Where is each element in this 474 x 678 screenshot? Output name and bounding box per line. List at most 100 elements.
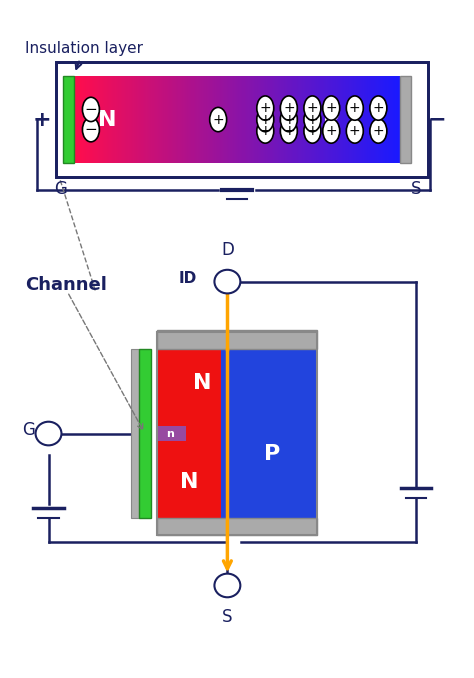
Bar	[157, 518, 317, 535]
Bar	[292, 76, 294, 163]
Bar	[378, 76, 380, 163]
Bar	[200, 76, 202, 163]
Bar	[130, 76, 131, 163]
Bar	[392, 76, 393, 163]
Bar	[196, 76, 197, 163]
Bar	[142, 76, 143, 163]
Bar	[366, 76, 367, 163]
Bar	[374, 76, 375, 163]
Bar	[233, 76, 234, 163]
Bar	[192, 76, 194, 163]
Text: N: N	[98, 110, 117, 129]
Bar	[343, 76, 345, 163]
Bar	[344, 76, 346, 163]
Bar	[131, 76, 132, 163]
Bar	[157, 330, 317, 349]
Bar	[295, 76, 297, 163]
Bar	[188, 76, 190, 163]
Bar	[63, 76, 74, 163]
Bar	[285, 76, 286, 163]
Bar	[175, 76, 177, 163]
Bar	[198, 76, 200, 163]
Bar	[95, 76, 97, 163]
Bar	[323, 76, 324, 163]
Bar	[157, 76, 158, 163]
Bar	[236, 76, 237, 163]
Circle shape	[210, 107, 227, 132]
Bar	[382, 76, 384, 163]
Bar	[170, 76, 172, 163]
Bar	[267, 76, 269, 163]
Bar	[328, 76, 329, 163]
Text: +: +	[32, 110, 51, 129]
Bar	[86, 76, 88, 163]
Bar	[294, 76, 296, 163]
Bar	[276, 76, 278, 163]
Text: −: −	[84, 102, 97, 117]
Text: +: +	[259, 113, 271, 127]
Bar	[277, 76, 279, 163]
Bar	[224, 76, 226, 163]
Bar	[222, 76, 223, 163]
Bar	[197, 76, 199, 163]
Bar	[125, 76, 127, 163]
Bar	[232, 76, 233, 163]
Bar	[177, 76, 179, 163]
Bar	[211, 76, 212, 163]
Circle shape	[82, 117, 100, 142]
Bar	[351, 76, 352, 163]
Bar	[151, 76, 153, 163]
Text: ID: ID	[179, 271, 197, 285]
Text: G: G	[22, 421, 35, 439]
Bar	[121, 76, 123, 163]
Bar	[155, 76, 156, 163]
Bar	[108, 76, 109, 163]
Bar	[306, 76, 308, 163]
Text: +: +	[349, 124, 361, 138]
Circle shape	[346, 119, 363, 143]
Bar	[334, 76, 335, 163]
Bar	[319, 76, 321, 163]
Text: +: +	[373, 101, 384, 115]
Bar	[370, 76, 372, 163]
Bar	[361, 76, 362, 163]
Bar	[368, 76, 370, 163]
Bar	[150, 76, 152, 163]
Bar	[260, 76, 261, 163]
Circle shape	[82, 97, 100, 121]
Bar	[90, 76, 91, 163]
Text: +: +	[307, 113, 318, 127]
Text: Channel: Channel	[25, 276, 107, 294]
Circle shape	[280, 96, 297, 120]
Bar	[147, 76, 148, 163]
Text: P: P	[323, 110, 339, 129]
Bar	[282, 76, 283, 163]
Bar	[217, 76, 218, 163]
Bar	[102, 76, 104, 163]
Bar	[181, 76, 182, 163]
Bar	[189, 76, 191, 163]
Bar	[165, 76, 167, 163]
Bar	[265, 76, 267, 163]
Bar	[87, 76, 89, 163]
Bar	[310, 76, 311, 163]
Bar	[172, 76, 173, 163]
Bar	[157, 332, 317, 535]
Bar	[209, 76, 210, 163]
Bar	[219, 76, 221, 163]
Bar	[107, 76, 109, 163]
Text: +: +	[307, 124, 318, 138]
Text: n: n	[166, 428, 173, 439]
Bar	[173, 76, 174, 163]
Text: N: N	[180, 472, 198, 492]
Bar	[259, 76, 260, 163]
Bar	[186, 76, 188, 163]
Bar	[383, 76, 385, 163]
Bar	[349, 76, 350, 163]
Bar	[164, 76, 165, 163]
Text: +: +	[283, 113, 295, 127]
Bar	[305, 76, 307, 163]
Bar	[206, 76, 207, 163]
Bar	[229, 76, 231, 163]
Text: +: +	[212, 113, 224, 127]
